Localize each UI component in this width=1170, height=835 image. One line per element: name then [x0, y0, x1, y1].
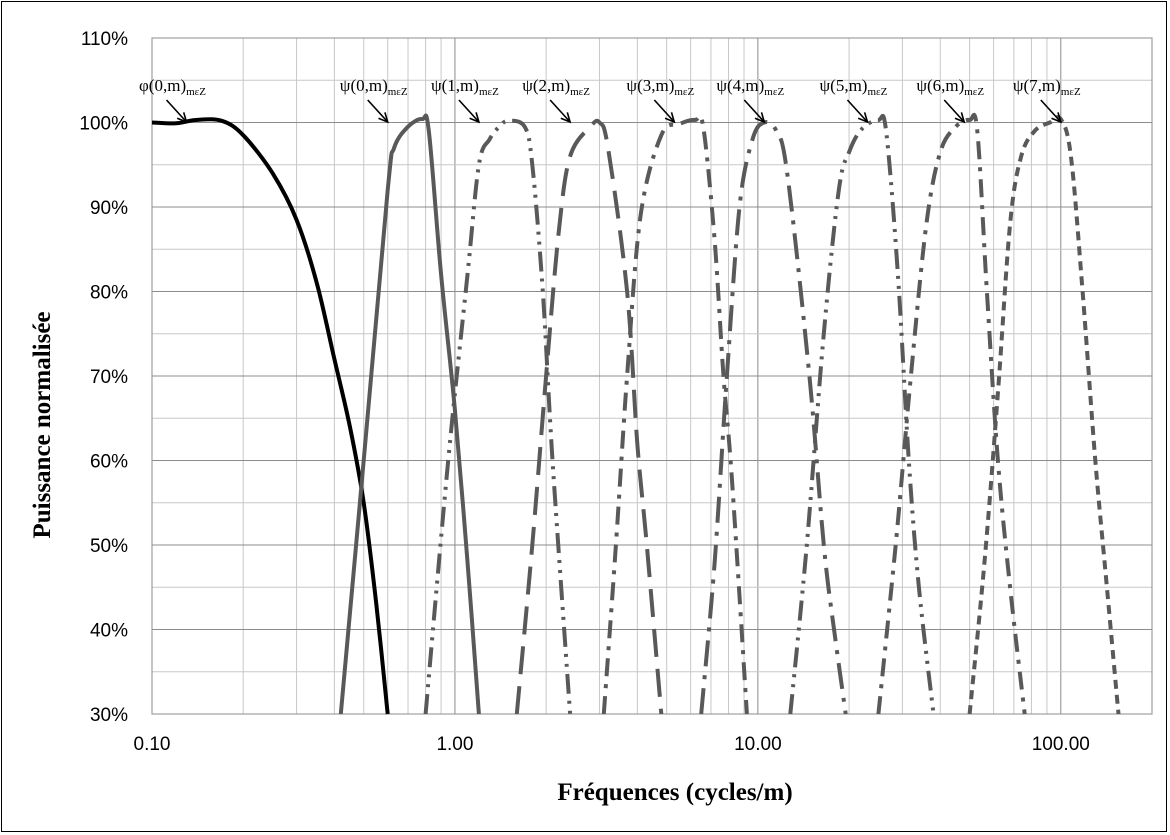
- grid: [151, 37, 1153, 715]
- y-tick-label: 100%: [79, 114, 128, 135]
- annotation-arrow: [549, 99, 571, 123]
- y-tick-label: 110%: [81, 29, 128, 50]
- y-tick-label: 60%: [90, 452, 128, 473]
- series-line-1: [338, 113, 481, 715]
- annotation-arrow: [846, 99, 869, 123]
- annotation-arrowhead: [560, 112, 572, 124]
- annotation-label: ψ(6,m)mεZ: [916, 76, 984, 98]
- annotation-arrow: [165, 99, 188, 123]
- annotation-arrow: [743, 99, 765, 123]
- plot-area: [151, 37, 1153, 715]
- annotation-arrowhead: [954, 112, 966, 124]
- y-tick-label: 30%: [90, 705, 128, 726]
- series-layer: [151, 113, 1121, 715]
- tick-labels: 30% 40% 50% 60% 70% 80% 90% 100% 110% 0.10 1.00 10.…: [79, 29, 1089, 755]
- series-line-2: [423, 118, 573, 715]
- y-tick-label: 80%: [90, 283, 128, 304]
- series-line-6: [788, 113, 936, 715]
- y-axis-title: Puissance normalisée: [29, 311, 56, 538]
- annotation-label: ψ(1,m)mεZ: [431, 76, 499, 98]
- series-line-3: [514, 118, 664, 715]
- annotation-label: ψ(3,m)mεZ: [626, 76, 694, 98]
- annotation-label: ψ(2,m)mεZ: [522, 76, 590, 98]
- annotation-arrowhead: [176, 112, 188, 124]
- x-tick-label: 1.00: [436, 734, 473, 755]
- series-line-4: [601, 113, 749, 715]
- annotation-arrowhead: [378, 112, 389, 124]
- annotation-arrowhead: [664, 112, 676, 124]
- annotation-label: ψ(4,m)mεZ: [716, 76, 784, 98]
- annotation-label: ψ(0,m)mεZ: [340, 76, 408, 98]
- annotation-arrowhead: [754, 112, 766, 124]
- series-line-8: [967, 115, 1121, 715]
- annotation-arrow: [653, 99, 675, 123]
- annotations: φ(0,m)mεZ ψ(0,m)mεZ ψ(1,m)mεZ ψ(2,m)mεZ ψ(3,…: [139, 76, 1081, 124]
- annotation-arrowhead: [469, 112, 481, 124]
- x-tick-label: 0.10: [134, 734, 171, 755]
- series-line-5: [699, 120, 848, 715]
- annotation-arrowhead: [1051, 112, 1063, 124]
- annotation-label: φ(0,m)mεZ: [139, 76, 206, 98]
- y-tick-label: 50%: [90, 536, 128, 557]
- y-tick-label: 70%: [90, 367, 128, 388]
- annotation-label: ψ(5,m)mεZ: [820, 76, 888, 98]
- y-tick-label: 90%: [90, 198, 128, 219]
- series-line-0: [151, 117, 390, 715]
- y-tick-label: 40%: [90, 621, 128, 642]
- annotation-arrow: [1040, 99, 1062, 123]
- annotation-arrow: [943, 99, 965, 123]
- x-tick-label: 100.00: [1032, 734, 1090, 755]
- x-axis-title: Fréquences (cycles/m): [557, 779, 792, 806]
- x-tick-label: 10.00: [734, 734, 782, 755]
- annotation-label: ψ(7,m)mεZ: [1013, 76, 1081, 98]
- annotation-arrow: [367, 99, 389, 123]
- annotation-arrowhead: [857, 112, 869, 124]
- annotation-arrow: [458, 99, 480, 123]
- series-line-7: [876, 113, 1027, 715]
